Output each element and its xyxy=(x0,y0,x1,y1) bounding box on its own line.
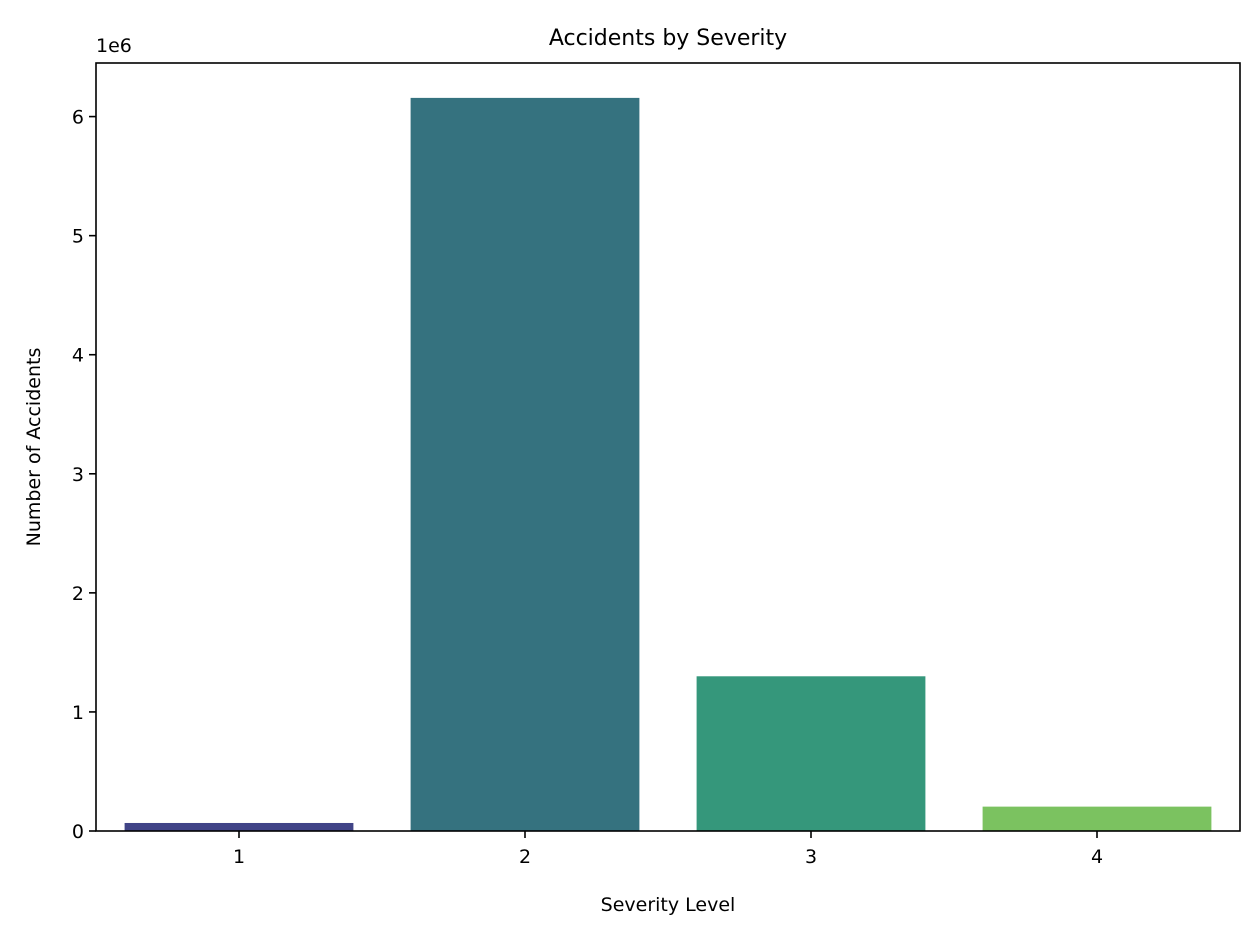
x-axis-ticks: 1 2 3 4 xyxy=(233,831,1103,868)
x-tick-label: 3 xyxy=(805,846,817,868)
bar-severity-1 xyxy=(124,822,354,831)
bars-group xyxy=(124,97,1212,831)
y-tick-label: 0 xyxy=(72,821,84,843)
y-tick-label: 2 xyxy=(72,583,84,605)
y-tick-label: 1 xyxy=(72,702,84,724)
y-axis-ticks: 0 1 2 3 4 5 6 xyxy=(72,107,96,843)
y-tick-label: 6 xyxy=(72,107,84,129)
x-tick-label: 1 xyxy=(233,846,245,868)
chart-title: Accidents by Severity xyxy=(549,26,787,51)
x-tick-label: 2 xyxy=(519,846,531,868)
y-tick-label: 4 xyxy=(72,345,84,367)
bar-severity-2 xyxy=(410,97,640,831)
bar-severity-4 xyxy=(982,806,1212,831)
plot-frame xyxy=(95,62,1241,832)
y-axis-offset-label: 1e6 xyxy=(96,35,132,57)
bar-severity-3 xyxy=(696,676,926,831)
x-axis-label: Severity Level xyxy=(601,894,736,916)
y-tick-label: 3 xyxy=(72,464,84,486)
x-tick-label: 4 xyxy=(1091,846,1103,868)
y-tick-label: 5 xyxy=(72,226,84,248)
y-axis-label: Number of Accidents xyxy=(23,348,45,547)
